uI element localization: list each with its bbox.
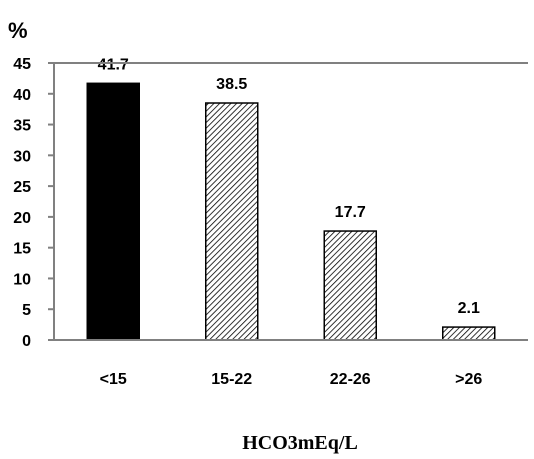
bar-3 [323,230,377,341]
y-tick-label: 45 [13,56,31,73]
bars [86,82,496,341]
y-axis-ticks: 0 5 10 15 20 25 30 35 40 45 [13,56,54,350]
x-tick-label-1: <15 [100,371,127,388]
x-tick-label-4: >26 [455,371,482,388]
y-axis-unit: % [8,18,28,43]
x-axis-ticks: <15 15-22 22-26 >26 [100,371,483,388]
y-tick-label: 0 [22,333,31,350]
value-label-3: 17.7 [335,204,366,221]
y-tick-label: 10 [13,271,31,288]
x-tick-label-2: 15-22 [211,371,252,388]
bar-4 [442,326,496,341]
y-tick-label: 25 [13,179,31,196]
y-tick-label: 15 [13,241,31,258]
value-label-1: 41.7 [98,56,129,73]
value-label-4: 2.1 [458,300,480,317]
value-label-2: 38.5 [216,76,247,93]
x-tick-label-3: 22-26 [330,371,371,388]
y-tick-label: 35 [13,118,31,135]
y-tick-label: 30 [13,148,31,165]
bar-1 [86,82,140,341]
y-tick-label: 5 [22,302,31,319]
value-labels: 41.7 38.5 17.7 2.1 [98,56,480,317]
bar-2 [205,102,259,341]
y-tick-label: 20 [13,210,31,227]
y-tick-label: 40 [13,87,31,104]
x-axis-title: HCO3mEq/L [242,432,358,454]
